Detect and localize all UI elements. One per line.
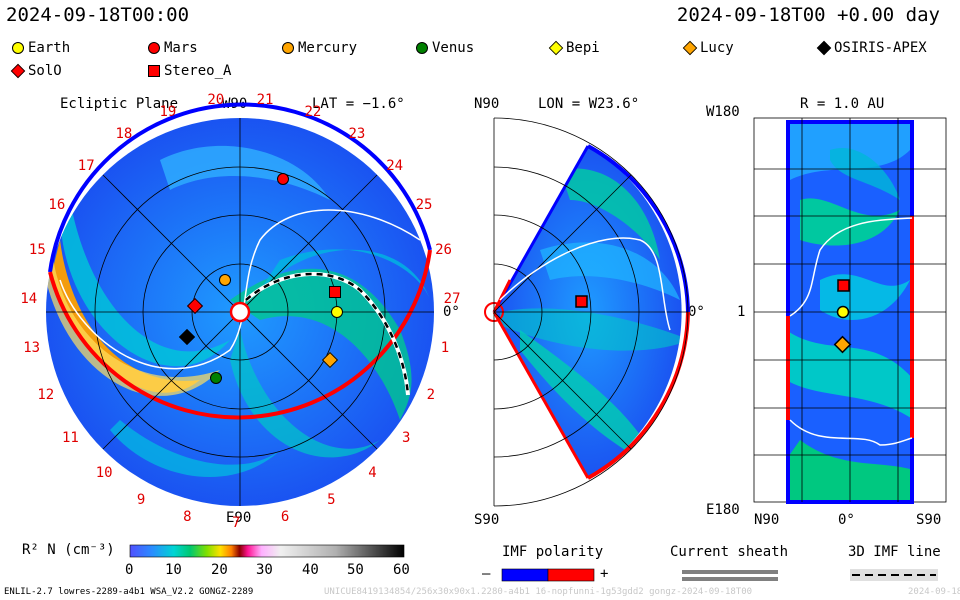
left-timestamp: 2024-09-18T00:00: [6, 4, 190, 26]
colorbar: [129, 544, 405, 558]
meridional-top-label: N90: [474, 96, 500, 112]
carrington-label: 25: [415, 197, 433, 213]
marker-osiris-apex: [179, 328, 196, 345]
carrington-label: 21: [256, 92, 274, 109]
carrington-label: 1: [440, 339, 450, 356]
carrington-label: 27: [443, 290, 461, 307]
marker-earth: [331, 306, 343, 318]
carrington-label: 13: [23, 339, 41, 356]
carrington-label: 5: [327, 492, 336, 509]
legend-solo: SolO: [10, 63, 62, 79]
colorbar-tick-50: 50: [347, 562, 364, 578]
latlon-panel: [753, 117, 947, 504]
carrington-label: 20: [207, 92, 225, 109]
carrington-label: 11: [61, 429, 79, 446]
latlon-x-left: N90: [754, 512, 780, 528]
ecliptic-top-label: W90: [222, 96, 248, 112]
legend-stereo-a: Stereo_A: [148, 63, 231, 79]
marker-mars: [277, 172, 290, 185]
imf-plus: +: [600, 566, 609, 582]
ecliptic-disk: [46, 102, 434, 506]
latlon-lucy-marker: [833, 335, 852, 354]
colorbar-label: R² N (cm⁻³): [22, 542, 115, 558]
legend-lucy: Lucy: [682, 40, 734, 56]
circle-icon: [12, 42, 24, 54]
meridional-bottom-label: S90: [474, 512, 500, 528]
latlon-stereo-a-marker: [837, 279, 850, 292]
latlon-x-right: S90: [916, 512, 942, 528]
carrington-label: 26: [435, 242, 452, 259]
carrington-label: 2: [426, 386, 436, 403]
imf-polarity-title: IMF polarity: [502, 544, 604, 560]
carrington-label: 14: [20, 290, 38, 307]
carrington-label: 19: [159, 103, 177, 120]
carrington-label: 23: [348, 125, 366, 142]
marker-mercury: [219, 274, 232, 287]
diamond-icon: [10, 63, 26, 79]
diamond-icon: [816, 40, 832, 56]
circle-icon: [416, 42, 428, 54]
latlon-x-mid: 0°: [838, 512, 855, 528]
carrington-label: 24: [386, 157, 404, 174]
meridional-wedge: [484, 117, 690, 507]
carrington-label: 17: [77, 157, 95, 174]
ecliptic-right-label: 0°: [443, 304, 460, 320]
ecliptic-bottom-label: E90: [226, 510, 252, 526]
legend-venus: Venus: [416, 40, 474, 56]
marker-stereo_a: [328, 285, 341, 298]
carrington-label: 10: [95, 465, 113, 482]
circle-icon: [282, 42, 294, 54]
diamond-icon: [682, 40, 698, 56]
colorbar-tick-30: 30: [256, 562, 273, 578]
carrington-label: 18: [115, 125, 133, 142]
carrington-label: 8: [183, 509, 192, 526]
colorbar-tick-60: 60: [393, 562, 410, 578]
latlon-left-bottom: E180: [706, 502, 740, 518]
meridional-right-label: 0°: [688, 304, 705, 320]
run-id-footer: UNICUE8419134854/256x30x90x1.2280-a4b1 1…: [324, 587, 753, 597]
run-date-footer: 2024-09-18: [908, 587, 960, 597]
right-timestamp: 2024-09-18T00 +0.00 day: [676, 4, 940, 26]
marker-solo: [187, 297, 204, 314]
carrington-label: 22: [304, 103, 322, 120]
latlon-earth-marker: [836, 305, 850, 319]
colorbar-tick-40: 40: [302, 562, 319, 578]
meridional-stereo-a-marker: [575, 295, 588, 308]
latlon-left-mid: 1: [737, 304, 746, 320]
imf-line-title: 3D IMF line: [848, 544, 941, 560]
lat-label: LAT = −1.6°: [312, 96, 405, 112]
legend-osiris-apex: OSIRIS-APEX: [816, 40, 927, 56]
legend-bepi: Bepi: [548, 40, 600, 56]
latlon-title: R = 1.0 AU: [800, 96, 885, 112]
current-sheath-title: Current sheath: [670, 544, 789, 560]
marker-venus: [210, 371, 223, 384]
colorbar-tick-0: 0: [125, 562, 134, 578]
legend-mercury: Mercury: [282, 40, 357, 56]
legend-earth: Earth: [12, 40, 70, 56]
carrington-label: 4: [368, 465, 377, 482]
model-footer: ENLIL-2.7 lowres-2289-a4b1 WSA_V2.2 GONG…: [4, 587, 254, 597]
carrington-label: 6: [280, 509, 290, 526]
imf-minus: –: [482, 566, 491, 582]
diamond-icon: [548, 40, 564, 56]
carrington-label: 7: [232, 515, 241, 531]
carrington-label: 16: [48, 197, 66, 213]
circle-icon: [148, 42, 160, 54]
latlon-left-top: W180: [706, 104, 740, 120]
carrington-label: 12: [37, 386, 55, 403]
legend-mars: Mars: [148, 40, 198, 56]
carrington-label: 3: [402, 429, 411, 446]
marker-lucy: [321, 351, 339, 368]
colorbar-tick-10: 10: [165, 562, 182, 578]
colorbar-tick-20: 20: [211, 562, 228, 578]
square-icon: [148, 65, 160, 77]
carrington-label: 9: [136, 492, 146, 509]
lon-label: LON = W23.6°: [538, 96, 640, 112]
carrington-label: 15: [28, 242, 46, 259]
